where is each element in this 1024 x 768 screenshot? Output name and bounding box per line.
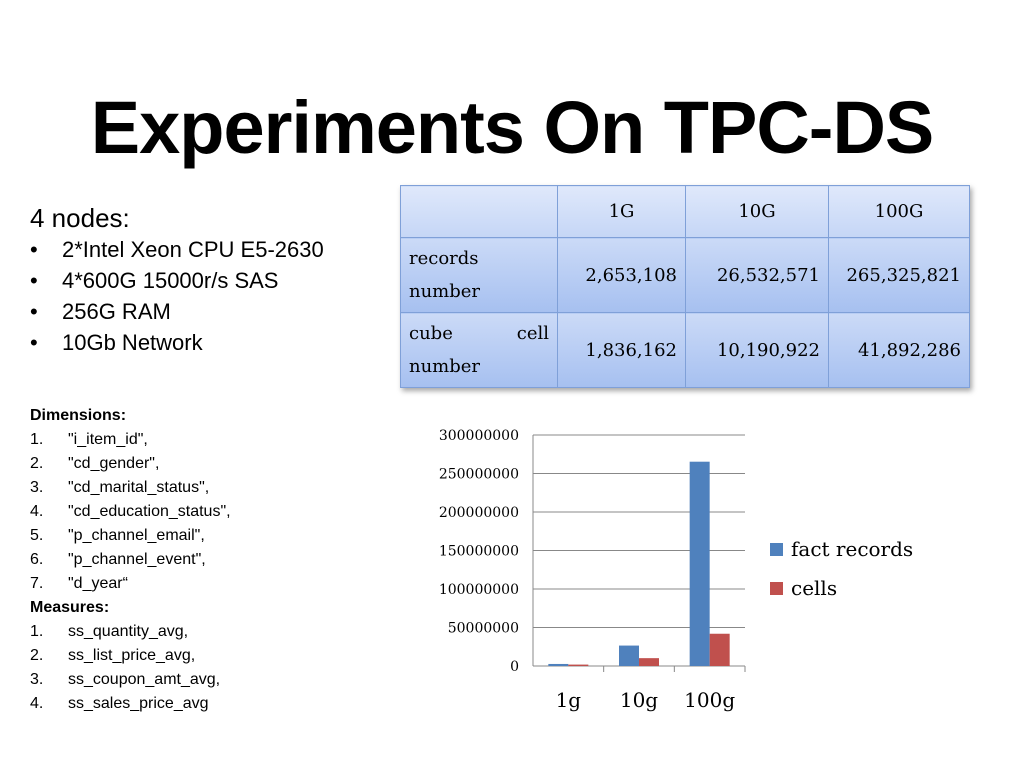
- dimensions-list: "i_item_id", "cd_gender", "cd_marital_stat…: [30, 428, 231, 596]
- slide-title: Experiments On TPC-DS: [90, 86, 935, 169]
- results-table: 1G 10G 100G records number 2,653,108 26,532,5…: [400, 185, 970, 388]
- dimensions-heading: Dimensions:: [30, 407, 127, 424]
- row-label: cube cell number: [400, 312, 558, 388]
- measure-item: ss_list_price_avg,: [30, 644, 196, 668]
- y-tick-label: 150000000: [439, 544, 519, 560]
- dimension-item: "cd_education_status",: [30, 500, 231, 524]
- data-cell: 265,325,821: [828, 237, 970, 313]
- node-item: 4*600G 15000r/s SAS: [30, 265, 324, 296]
- header-row: 1G 10G 100G: [400, 185, 970, 238]
- nodes-block: 4 nodes: 2*Intel Xeon CPU E5-26304*600G …: [30, 203, 324, 358]
- measures-list: ss_quantity_avg, ss_list_price_avg, ss_cou…: [30, 620, 231, 716]
- legend-swatch: [770, 582, 783, 595]
- bar: [548, 663, 569, 666]
- measure-item: ss_sales_price_avg: [30, 692, 209, 716]
- y-tick-label: 50000000: [448, 621, 519, 637]
- y-tick-label: 200000000: [439, 505, 519, 521]
- legend-swatch: [770, 543, 783, 556]
- data-row: cube cell number 1,836,162 10,190,922 41,89…: [400, 312, 970, 388]
- bar: [709, 633, 730, 666]
- data-cell: 2,653,108: [557, 237, 686, 313]
- row-label: records number: [400, 237, 558, 313]
- x-tick-label: 1g: [556, 688, 582, 712]
- bar: [619, 645, 639, 666]
- x-tick-label: 100g: [684, 688, 735, 712]
- node-item: 256G RAM: [30, 296, 324, 327]
- measure-item: ss_quantity_avg,: [30, 620, 189, 644]
- bar: [639, 658, 659, 666]
- x-tick-label: 10g: [620, 688, 658, 712]
- y-tick-label: 0: [510, 659, 519, 675]
- bar: [568, 664, 589, 666]
- dims-block: Dimensions: "i_item_id", "cd_gender", "cd_…: [30, 404, 231, 716]
- corner-cell: [400, 185, 558, 238]
- dimension-item: "i_item_id",: [30, 428, 148, 452]
- data-row: records number 2,653,108 26,532,571 265,325…: [400, 237, 970, 313]
- y-tick-label: 250000000: [439, 467, 519, 483]
- dimension-item: "cd_marital_status",: [30, 476, 210, 500]
- data-cell: 1,836,162: [557, 312, 686, 388]
- header-cell: 10G: [685, 185, 829, 238]
- y-tick-label: 300000000: [439, 428, 519, 444]
- bar: [689, 461, 710, 666]
- measures-heading: Measures:: [30, 599, 110, 616]
- data-cell: 41,892,286: [828, 312, 970, 388]
- nodes-heading: 4 nodes:: [30, 203, 130, 233]
- node-item: 2*Intel Xeon CPU E5-2630: [30, 234, 324, 265]
- header-cell: 100G: [828, 185, 970, 238]
- dimension-item: "p_channel_event",: [30, 548, 206, 572]
- y-tick-label: 100000000: [439, 582, 519, 598]
- data-cell: 10,190,922: [685, 312, 829, 388]
- legend-label: cells: [791, 576, 837, 600]
- measure-item: ss_coupon_amt_avg,: [30, 668, 221, 692]
- data-cell: 26,532,571: [685, 237, 829, 313]
- header-cell: 1G: [557, 185, 686, 238]
- legend-label: fact records: [791, 537, 913, 561]
- dimension-item: "cd_gender",: [30, 452, 160, 476]
- dimension-item: "p_channel_email",: [30, 524, 205, 548]
- dimension-item: "d_year“: [30, 572, 128, 596]
- node-item: 10Gb Network: [30, 327, 324, 358]
